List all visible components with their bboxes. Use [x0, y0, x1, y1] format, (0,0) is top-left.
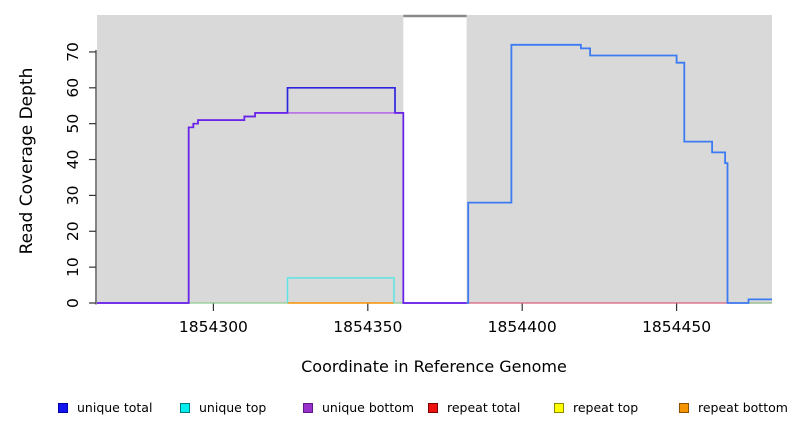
- x-tick-label: 1854300: [179, 318, 248, 336]
- y-tick-label: 40: [64, 150, 82, 170]
- x-tick-label: 1854450: [642, 318, 711, 336]
- y-tick-label: 50: [64, 114, 82, 134]
- series-unique-top: [286, 277, 395, 303]
- series-unique-total-right: [466, 43, 772, 304]
- y-tick-label: 10: [64, 257, 82, 277]
- y-axis-title: Read Coverage Depth: [17, 67, 37, 255]
- y-tick-label: 20: [64, 221, 82, 241]
- x-axis-title: Coordinate in Reference Genome: [301, 357, 567, 376]
- panel-background-right: [466, 15, 772, 303]
- y-tick-label: 70: [64, 42, 82, 62]
- panel-background-left: [97, 15, 404, 303]
- x-tick-label: 1854350: [333, 318, 402, 336]
- y-tick-label: 0: [64, 298, 82, 308]
- series-unique-bottom: [97, 112, 467, 304]
- x-tick-label: 1854400: [488, 318, 557, 336]
- y-tick-label: 60: [64, 78, 82, 98]
- y-tick-label: 30: [64, 186, 82, 206]
